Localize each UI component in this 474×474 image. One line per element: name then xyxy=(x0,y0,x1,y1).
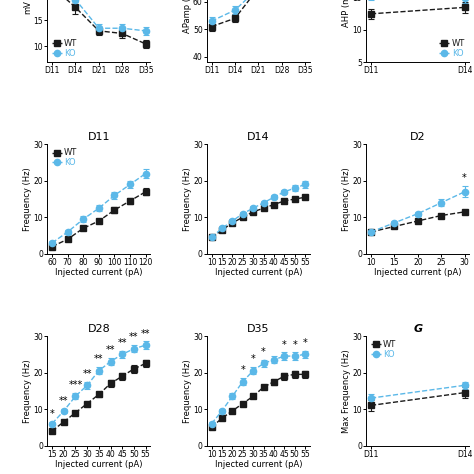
Text: **: ** xyxy=(129,332,139,342)
Title: D2: D2 xyxy=(410,132,426,142)
Legend: WT, KO: WT, KO xyxy=(52,39,77,58)
Text: *: * xyxy=(303,337,308,348)
X-axis label: Injected current (pA): Injected current (pA) xyxy=(55,268,143,277)
X-axis label: Injected current (pA): Injected current (pA) xyxy=(215,268,302,277)
Text: *: * xyxy=(282,339,287,349)
Text: *: * xyxy=(240,365,245,375)
Y-axis label: Frequency (Hz): Frequency (Hz) xyxy=(23,359,32,423)
Y-axis label: Frequency (Hz): Frequency (Hz) xyxy=(342,167,351,231)
Text: **: ** xyxy=(141,328,150,338)
X-axis label: Injected current (pA): Injected current (pA) xyxy=(215,460,302,469)
X-axis label: Injected current (pA): Injected current (pA) xyxy=(55,460,143,469)
Text: *: * xyxy=(292,339,297,349)
X-axis label: Injected current (pA): Injected current (pA) xyxy=(374,268,462,277)
Text: **: ** xyxy=(82,369,92,379)
Text: ***: *** xyxy=(68,381,82,391)
Title: D11: D11 xyxy=(88,132,110,142)
Title: D35: D35 xyxy=(247,324,270,334)
Title: D14: D14 xyxy=(247,132,270,142)
Text: **: ** xyxy=(94,354,104,364)
Legend: WT, KO: WT, KO xyxy=(52,148,77,167)
Title: D28: D28 xyxy=(88,324,110,334)
Text: **: ** xyxy=(59,396,69,406)
Y-axis label: mV: mV xyxy=(23,0,32,14)
Text: **: ** xyxy=(106,345,115,355)
Text: *: * xyxy=(251,354,255,364)
Y-axis label: APamp (mV): APamp (mV) xyxy=(182,0,191,34)
Y-axis label: Frequency (Hz): Frequency (Hz) xyxy=(23,167,32,231)
Text: *: * xyxy=(462,173,467,183)
Y-axis label: Max Frequency (Hz): Max Frequency (Hz) xyxy=(342,349,351,433)
Legend: WT, KO: WT, KO xyxy=(439,39,465,58)
Y-axis label: Frequency (Hz): Frequency (Hz) xyxy=(182,359,191,423)
Y-axis label: AHP (mV): AHP (mV) xyxy=(342,0,351,27)
Y-axis label: Frequency (Hz): Frequency (Hz) xyxy=(182,167,191,231)
Legend: WT, KO: WT, KO xyxy=(371,340,396,359)
Text: *: * xyxy=(50,409,55,419)
Title: G: G xyxy=(413,324,422,334)
Text: *: * xyxy=(261,347,266,357)
Text: **: ** xyxy=(118,337,127,348)
